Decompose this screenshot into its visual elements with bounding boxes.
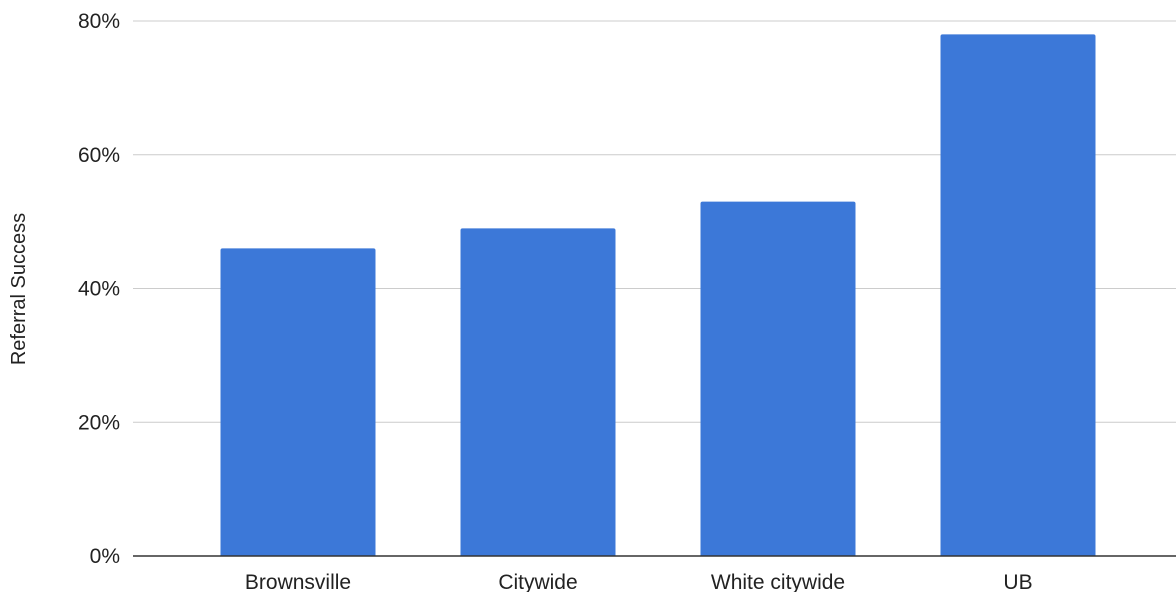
- bar: [940, 34, 1096, 556]
- bars: [220, 34, 1096, 556]
- x-tick-label: White citywide: [711, 571, 845, 592]
- bar: [220, 248, 376, 556]
- y-tick-label: 0%: [90, 545, 120, 568]
- bar: [460, 228, 616, 556]
- y-axis-title: Referral Success: [8, 213, 30, 365]
- y-tick-labels: 0% 20% 40% 60% 80%: [78, 10, 120, 568]
- x-tick-label: Citywide: [498, 571, 577, 592]
- y-tick-label: 80%: [78, 10, 120, 33]
- x-tick-label: UB: [1003, 571, 1032, 592]
- y-tick-label: 20%: [78, 411, 120, 434]
- x-tick-labels: Brownsville Citywide White citywide UB: [245, 571, 1033, 592]
- bar: [700, 201, 856, 556]
- x-tick-label: Brownsville: [245, 571, 351, 592]
- y-tick-label: 40%: [78, 278, 120, 301]
- y-tick-label: 60%: [78, 144, 120, 167]
